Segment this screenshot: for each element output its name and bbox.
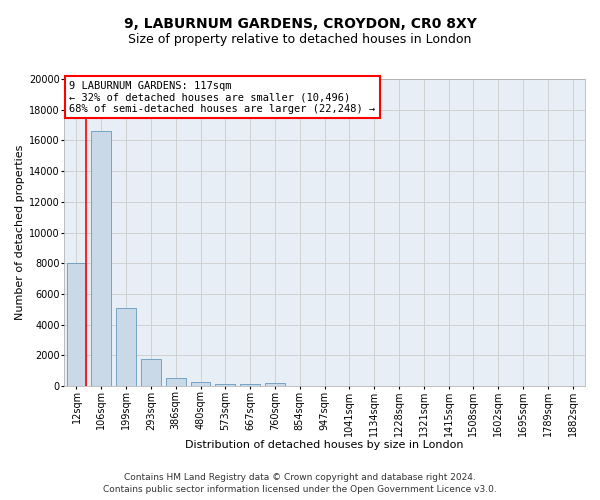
Bar [191,382,211,386]
Text: 9 LABURNUM GARDENS: 117sqm
← 32% of detached houses are smaller (10,496)
68% of : 9 LABURNUM GARDENS: 117sqm ← 32% of deta… [69,80,376,114]
Bar [67,262,86,386]
Bar [91,131,111,386]
Bar [141,360,161,386]
Bar [265,383,285,386]
Text: 9, LABURNUM GARDENS, CROYDON, CR0 8XY: 9, LABURNUM GARDENS, CROYDON, CR0 8XY [124,18,476,32]
Bar [116,308,136,386]
Bar [240,384,260,386]
Text: Size of property relative to detached houses in London: Size of property relative to detached ho… [128,32,472,46]
X-axis label: Distribution of detached houses by size in London: Distribution of detached houses by size … [185,440,464,450]
Bar [166,378,185,386]
Bar [215,384,235,386]
Y-axis label: Number of detached properties: Number of detached properties [15,145,25,320]
Text: Contains HM Land Registry data © Crown copyright and database right 2024.
Contai: Contains HM Land Registry data © Crown c… [103,472,497,494]
